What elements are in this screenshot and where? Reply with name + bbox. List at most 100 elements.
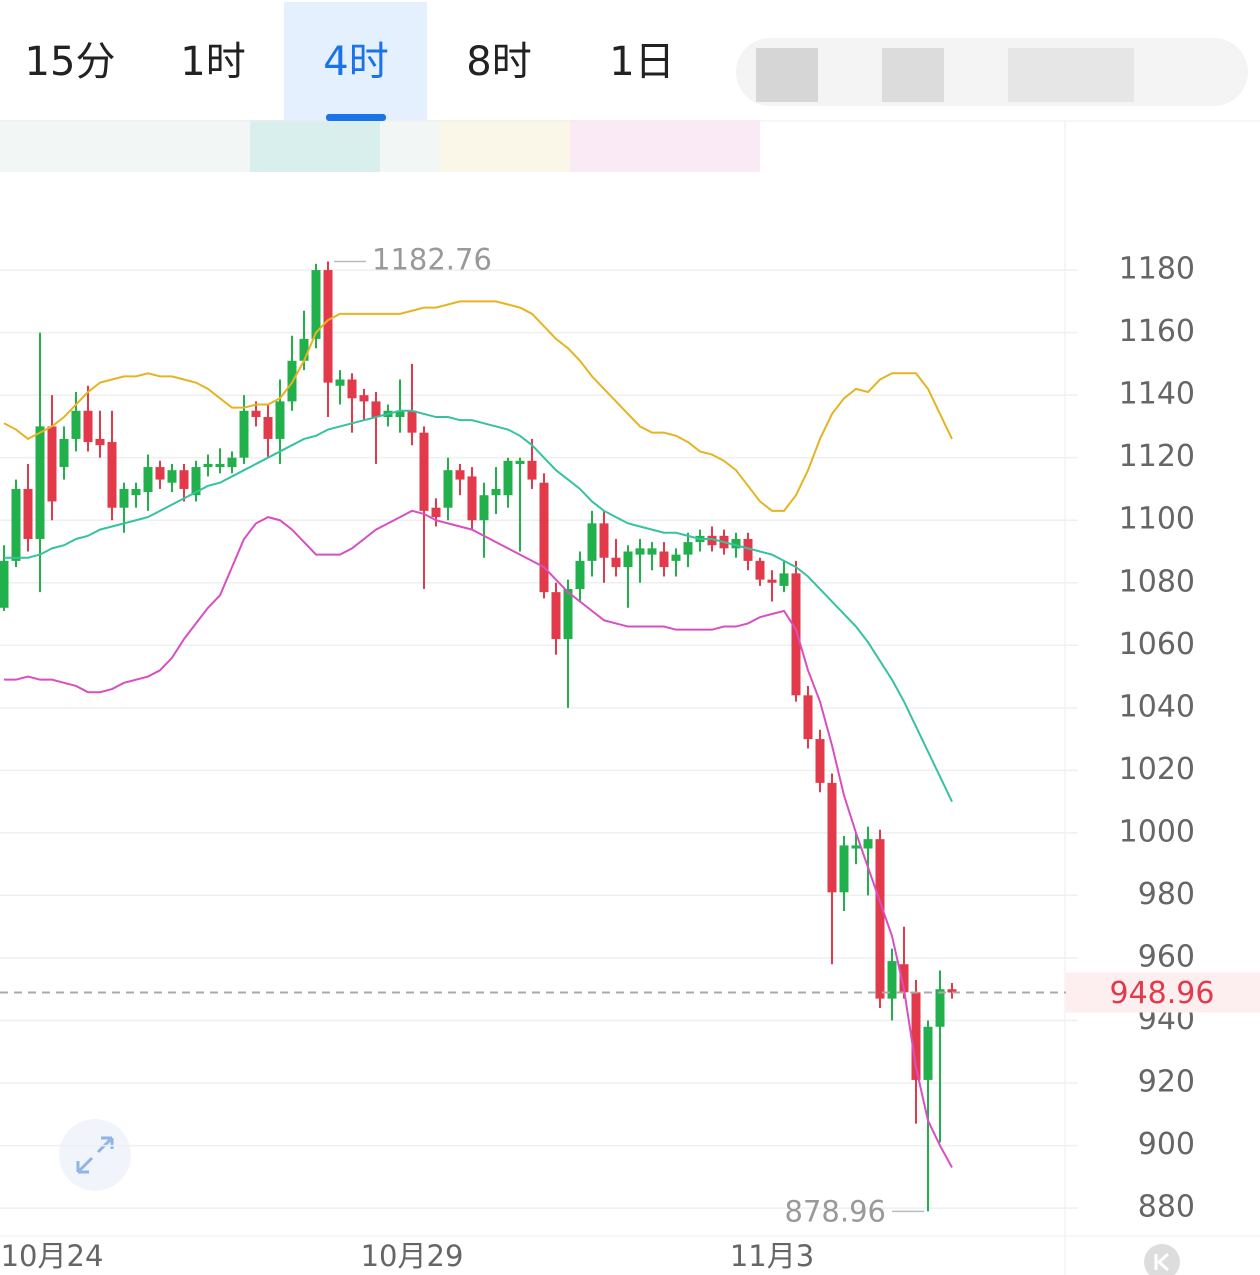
x-tick-label: 11月3 <box>730 1239 814 1273</box>
candle-body <box>575 560 585 590</box>
candle-body <box>143 467 153 493</box>
candle-body <box>407 410 417 433</box>
candle-body <box>431 507 441 518</box>
blurred-area <box>756 48 818 102</box>
candle-body <box>911 992 921 1080</box>
candle-body <box>755 560 765 580</box>
candle-body <box>83 410 93 443</box>
candle-body <box>0 560 9 608</box>
candle-body <box>347 379 357 399</box>
tab-label[interactable]: 4时 <box>323 39 388 85</box>
tab-selected-bg <box>284 2 427 120</box>
candle-body <box>611 557 621 568</box>
y-tick-label: 1000 <box>1119 814 1195 849</box>
y-tick-label: 1020 <box>1119 752 1195 787</box>
min-label: 878.96 <box>785 1194 886 1228</box>
candle-body <box>443 470 453 508</box>
tab-label[interactable]: 8时 <box>466 39 531 85</box>
candle-body <box>707 535 717 546</box>
max-label: 1182.76 <box>372 242 492 276</box>
candle-body <box>491 488 501 496</box>
candle-body <box>203 463 213 468</box>
candle-body <box>815 739 825 783</box>
candle-body <box>467 476 477 521</box>
candle-body <box>515 460 525 464</box>
tab-label[interactable]: 1时 <box>180 39 245 85</box>
candle-body <box>155 467 165 480</box>
candle-body <box>167 470 177 483</box>
candle-body <box>551 592 561 640</box>
candle-body <box>107 442 117 508</box>
y-tick-label: 1180 <box>1119 252 1195 287</box>
candle-body <box>227 457 237 468</box>
candle-body <box>839 845 849 893</box>
y-tick-label: 880 <box>1138 1190 1195 1225</box>
candle-body <box>803 695 813 740</box>
candle-body <box>215 463 225 468</box>
y-tick-label: 960 <box>1138 939 1195 974</box>
y-tick-label: 1060 <box>1119 627 1195 662</box>
y-tick-label: 920 <box>1138 1065 1195 1100</box>
last-price-label: 948.96 <box>1110 976 1215 1011</box>
blurred-area <box>250 120 380 172</box>
y-tick-label: 1100 <box>1119 502 1195 537</box>
candle-body <box>191 467 201 496</box>
candle-body <box>119 488 129 508</box>
tab-label[interactable]: 15分 <box>25 39 116 85</box>
band-line <box>4 409 953 803</box>
blurred-area <box>440 120 570 172</box>
expand-button[interactable] <box>59 1119 131 1191</box>
candle-body <box>263 417 273 439</box>
candle-body <box>275 401 285 439</box>
candle-body <box>311 270 321 339</box>
candle-body <box>683 542 693 555</box>
candle-body <box>299 338 309 361</box>
candle-body <box>95 438 105 446</box>
candle-body <box>935 989 945 1027</box>
y-tick-label: 1140 <box>1119 377 1195 412</box>
candle-body <box>731 538 741 549</box>
band-line <box>3 300 953 512</box>
y-tick-label: 980 <box>1138 877 1195 912</box>
candle-body <box>527 460 537 480</box>
candle-body <box>371 401 381 418</box>
candle-body <box>827 782 837 893</box>
candle-body <box>671 554 681 561</box>
candle-body <box>539 482 549 593</box>
candle-body <box>131 488 141 496</box>
candle-body <box>767 579 777 583</box>
blurred-area <box>1008 48 1134 102</box>
y-tick-label: 1120 <box>1119 439 1195 474</box>
candle-body <box>479 495 489 521</box>
candle-body <box>659 551 669 568</box>
candle-body <box>563 589 573 640</box>
y-tick-label: 1080 <box>1119 564 1195 599</box>
candle-body <box>899 964 909 993</box>
blurred-area <box>570 120 760 172</box>
x-tick-label: 10月24 <box>1 1239 104 1273</box>
tab-label[interactable]: 1日 <box>609 39 674 85</box>
candle-body <box>635 548 645 555</box>
candle-body <box>419 432 429 511</box>
candle-body <box>791 573 801 696</box>
candle-body <box>455 470 465 480</box>
candle-body <box>23 488 33 539</box>
candle-body <box>323 270 333 383</box>
candle-body <box>359 395 369 402</box>
candle-body <box>647 548 657 555</box>
candle-body <box>47 426 57 502</box>
candle-body <box>239 410 249 458</box>
candle-body <box>623 551 633 568</box>
candle-body <box>875 839 885 999</box>
candle-body <box>71 410 81 439</box>
candle-body <box>587 523 597 561</box>
y-tick-label: 1160 <box>1119 314 1195 349</box>
candle-body <box>863 839 873 849</box>
candle-body <box>599 523 609 558</box>
band-line <box>4 509 953 1168</box>
candle-body <box>35 426 45 539</box>
candle-body <box>947 989 957 993</box>
candle-body <box>923 1026 933 1080</box>
